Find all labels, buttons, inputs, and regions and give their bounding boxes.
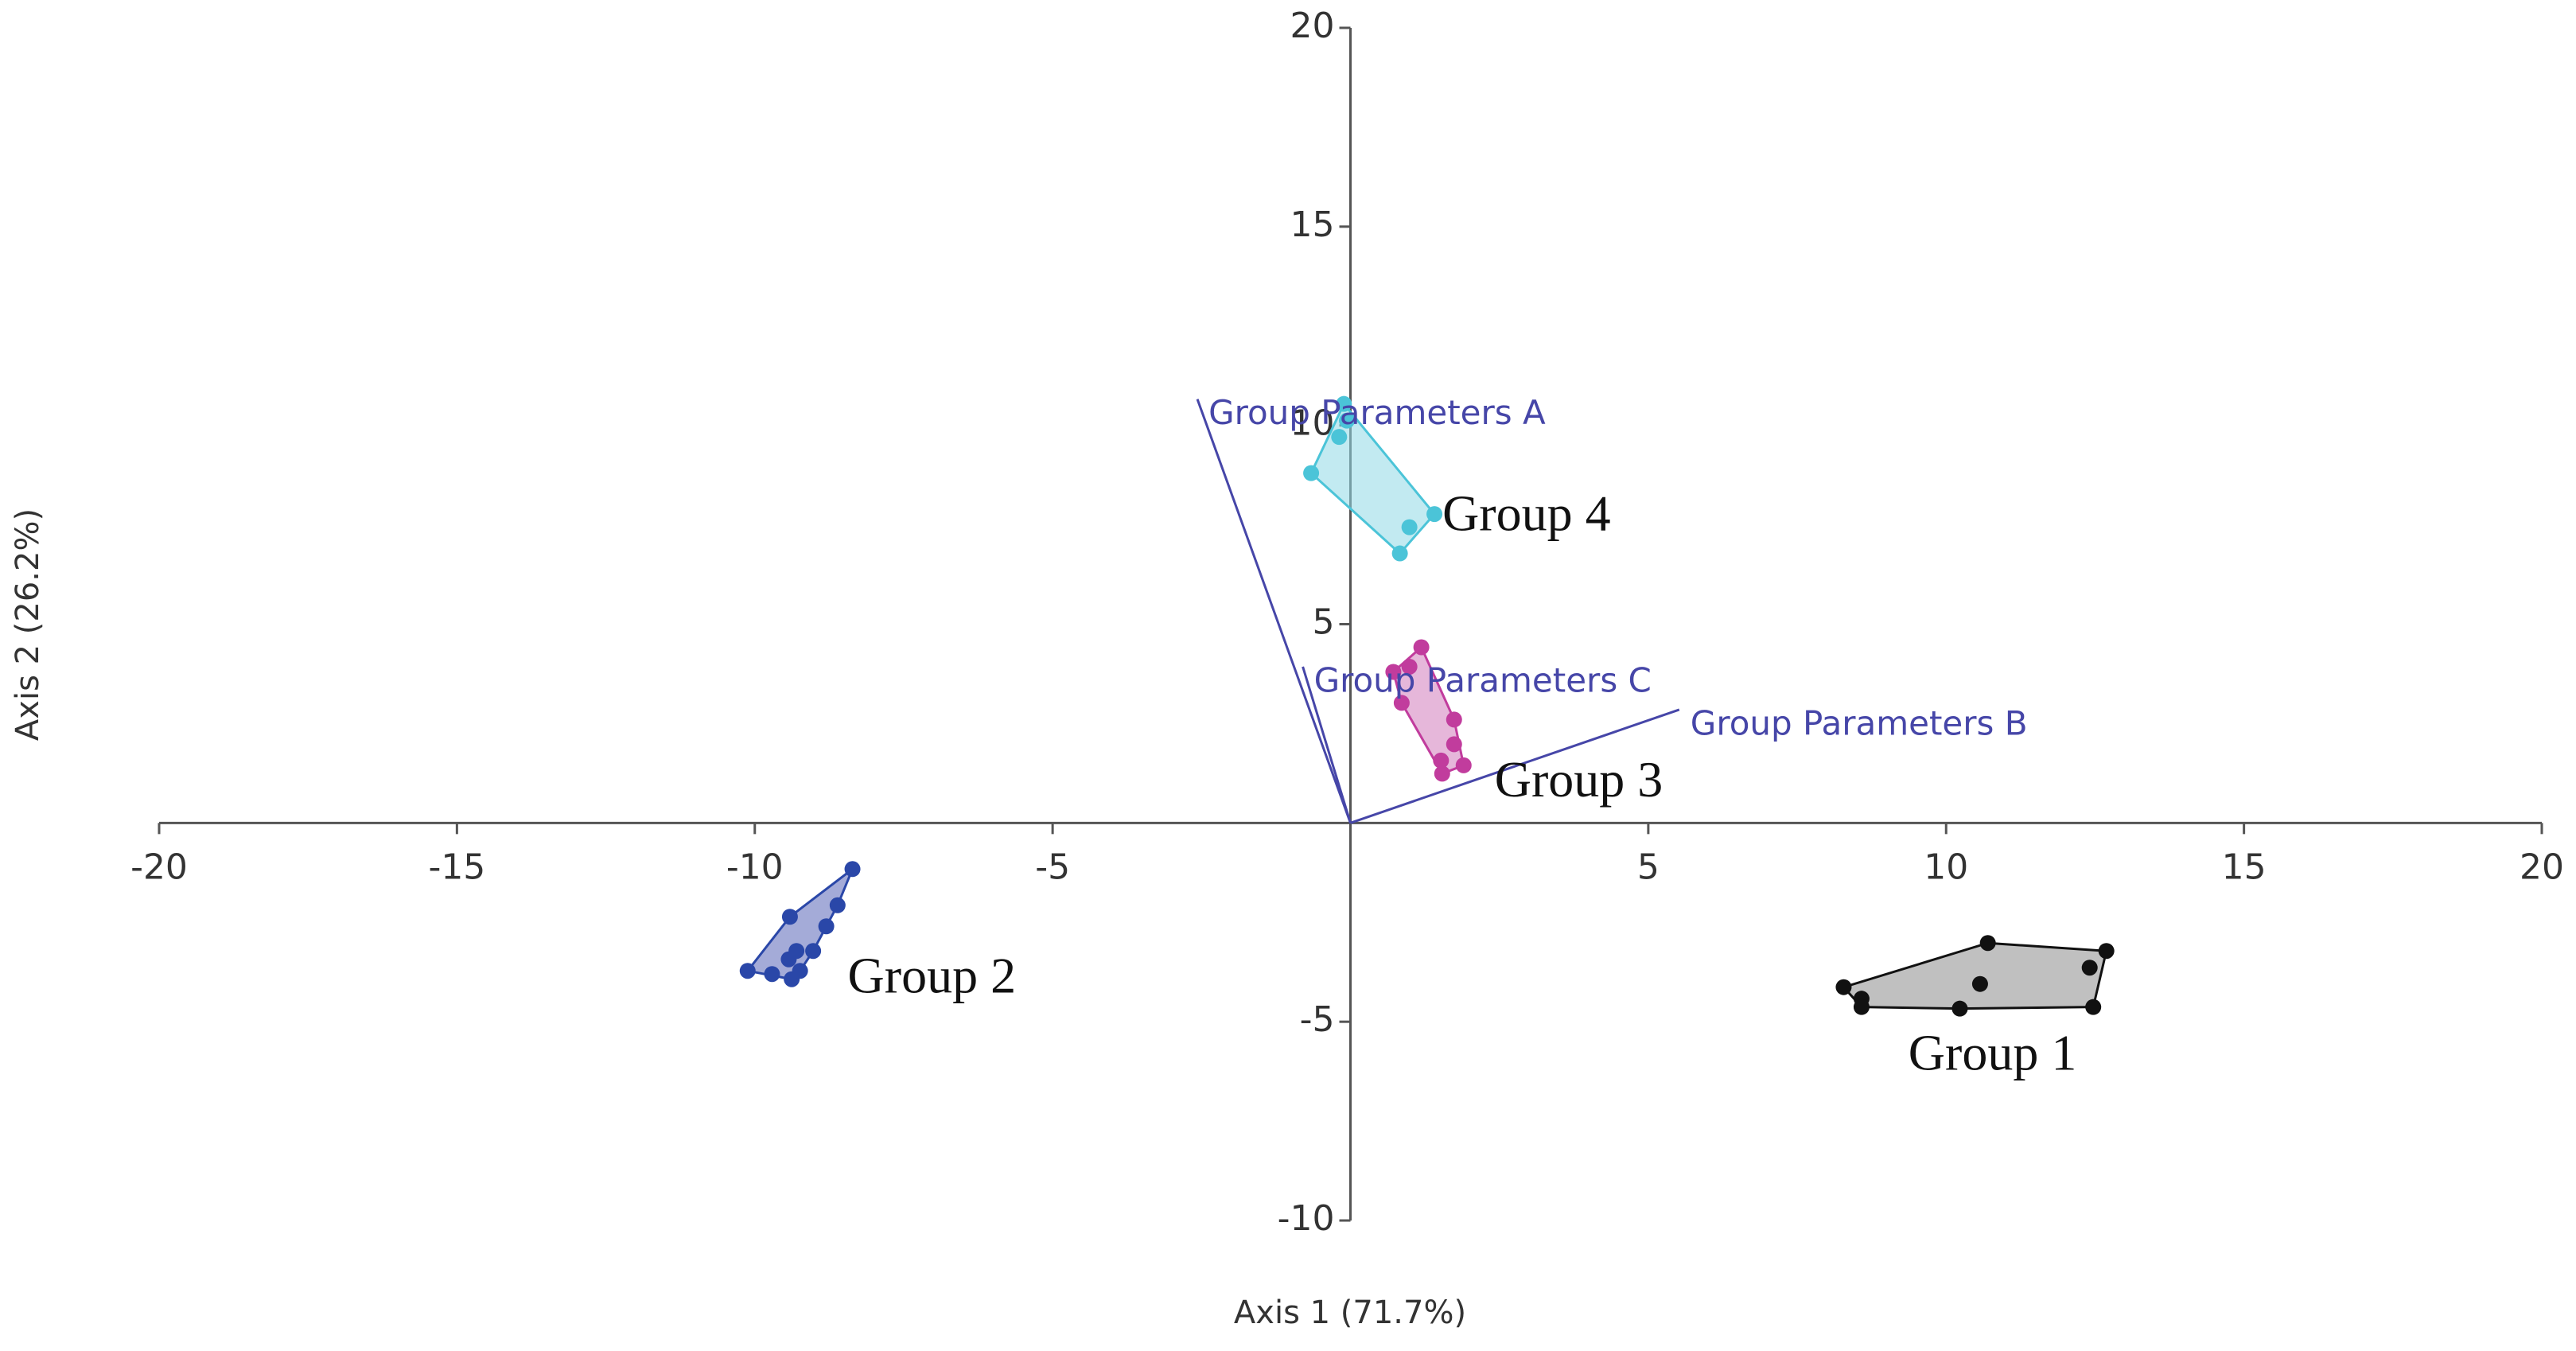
point bbox=[805, 943, 822, 960]
point bbox=[764, 966, 780, 983]
point bbox=[788, 943, 805, 960]
point bbox=[829, 897, 846, 913]
point bbox=[1434, 765, 1450, 782]
group-label: Group 4 bbox=[1442, 485, 1611, 541]
x-tick-label: 5 bbox=[1637, 847, 1660, 887]
point bbox=[1446, 711, 1462, 728]
y-axis-title: Axis 2 (26.2%) bbox=[10, 508, 46, 741]
group-label: Group 3 bbox=[1495, 751, 1664, 808]
group-label: Group 2 bbox=[848, 947, 1017, 1003]
y-tick-label: 15 bbox=[1290, 204, 1335, 245]
group-hull bbox=[1841, 941, 2108, 1010]
point bbox=[1951, 1000, 1968, 1017]
x-tick-label: 10 bbox=[1924, 847, 1968, 887]
point bbox=[1336, 395, 1352, 412]
point bbox=[1971, 975, 1988, 992]
loading-vector bbox=[1302, 666, 1352, 823]
x-tick-label: -20 bbox=[130, 847, 188, 887]
point bbox=[2085, 999, 2102, 1015]
x-tick-label: -10 bbox=[726, 847, 784, 887]
point bbox=[1393, 695, 1410, 711]
x-tick-label: -5 bbox=[1035, 847, 1070, 887]
y-tick-label: 20 bbox=[1290, 6, 1335, 46]
point bbox=[2098, 943, 2115, 960]
point bbox=[1455, 757, 1472, 773]
point bbox=[781, 909, 798, 925]
vector-label: Group Parameters C bbox=[1314, 660, 1652, 699]
point bbox=[1433, 752, 1449, 769]
point bbox=[818, 918, 835, 935]
point bbox=[1391, 545, 1408, 562]
point bbox=[2081, 960, 2098, 976]
x-axis-title: Axis 1 (71.7%) bbox=[1234, 1295, 1466, 1331]
x-tick-label: 15 bbox=[2222, 847, 2267, 887]
point bbox=[1331, 429, 1348, 446]
vector-label: Group Parameters A bbox=[1208, 393, 1546, 432]
point bbox=[1303, 465, 1320, 481]
x-tick-label: -15 bbox=[428, 847, 485, 887]
y-tick-label: -10 bbox=[1278, 1198, 1335, 1239]
point bbox=[1446, 736, 1462, 753]
x-tick-label: 20 bbox=[2520, 847, 2564, 887]
point bbox=[1979, 935, 1996, 952]
loading-vector bbox=[1350, 708, 1680, 824]
point bbox=[1835, 979, 1852, 995]
loading-vector bbox=[1196, 399, 1352, 823]
vector-label: Group Parameters B bbox=[1691, 703, 2028, 742]
point bbox=[1853, 999, 1870, 1015]
point bbox=[739, 963, 756, 979]
point bbox=[1413, 639, 1430, 656]
point bbox=[844, 861, 861, 878]
point bbox=[1339, 412, 1356, 429]
point bbox=[1401, 658, 1418, 675]
point bbox=[1426, 506, 1443, 523]
point bbox=[792, 963, 808, 979]
y-tick-label: 5 bbox=[1313, 602, 1335, 643]
point bbox=[1401, 519, 1418, 535]
point bbox=[1385, 664, 1402, 680]
group-label: Group 1 bbox=[1909, 1024, 2077, 1080]
y-tick-label: -5 bbox=[1300, 999, 1335, 1040]
